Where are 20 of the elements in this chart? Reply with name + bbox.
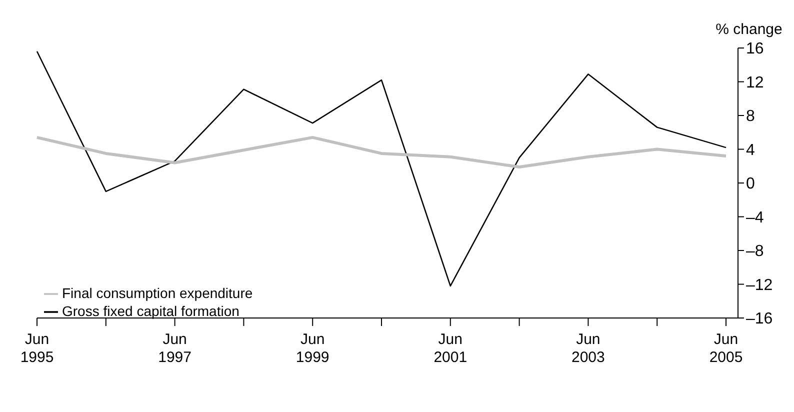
y-tick-label: 4	[746, 142, 755, 159]
y-tick-label: 16	[746, 40, 764, 58]
y-tick-label: –12	[746, 276, 773, 294]
x-tick-label: Jun 1999	[296, 331, 330, 366]
x-tick-label: Jun 2005	[709, 331, 743, 366]
y-tick-label: 8	[746, 108, 755, 126]
x-tick-label: Jun 1997	[158, 331, 192, 366]
legend-label: Gross fixed capital formation	[62, 303, 240, 319]
x-tick-label: Jun 2003	[572, 331, 605, 366]
y-axis-title: % change	[716, 21, 782, 38]
x-tick-label: Jun 1995	[20, 331, 54, 366]
line-series	[36, 136, 728, 168]
line-series	[36, 50, 727, 287]
y-tick-label: –8	[746, 243, 764, 260]
legend-label: Final consumption expenditure	[62, 285, 253, 301]
y-tick-label: –4	[746, 209, 764, 226]
y-tick-label: –16	[746, 310, 773, 328]
y-tick-label: 0	[746, 176, 755, 193]
y-tick-label: 12	[746, 74, 764, 92]
x-tick-label: Jun 2001	[434, 331, 468, 366]
